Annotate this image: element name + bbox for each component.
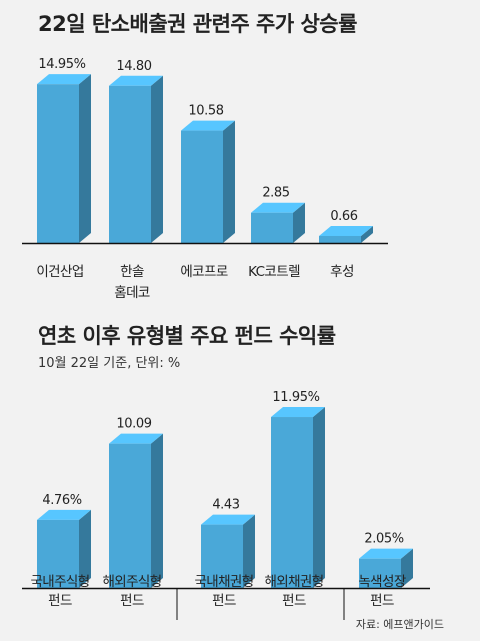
bar-top: [319, 225, 373, 236]
value-label: 4.76%: [42, 493, 81, 508]
category-label: 펀드: [282, 593, 306, 609]
bar-top: [359, 548, 413, 559]
value-label: 0.66: [330, 209, 357, 224]
value-label: 2.85: [262, 186, 289, 201]
bar: [271, 417, 313, 588]
category-label: 해외주식형: [102, 574, 161, 590]
category-label: 에코프로: [180, 264, 227, 280]
chart1-title: 22일 탄소배출권 관련주 주가 상승률: [38, 12, 357, 36]
bar-side: [223, 120, 235, 243]
category-label: 국내주식형: [30, 574, 89, 590]
bar-side: [243, 514, 255, 588]
category-label: 이건산업: [36, 264, 83, 280]
chart2-title: 연초 이후 유형별 주요 펀드 수익률: [38, 324, 336, 348]
bar: [181, 130, 223, 243]
category-label: 펀드: [212, 593, 236, 609]
bar: [109, 443, 151, 588]
bar-top: [201, 514, 255, 525]
value-label: 11.95%: [272, 390, 319, 405]
bar-top: [109, 75, 163, 86]
category-label: 펀드: [370, 593, 394, 609]
category-label: 한솔: [120, 264, 144, 280]
value-label: 14.80: [116, 59, 151, 74]
bar: [251, 212, 293, 243]
bar-side: [79, 74, 91, 243]
value-label: 10.09: [116, 417, 151, 432]
category-label: KC코트렐: [248, 264, 300, 280]
bar-top: [251, 202, 305, 213]
source-note: 자료: 에프앤가이드: [355, 618, 444, 631]
category-label: 해외채권형: [264, 574, 323, 590]
bar-top: [271, 407, 325, 418]
value-label: 14.95%: [38, 57, 85, 72]
category-label: 홈데코: [114, 285, 150, 301]
bar: [359, 558, 401, 588]
bar-top: [37, 74, 91, 85]
bar-side: [293, 202, 305, 243]
bar: [109, 85, 151, 243]
bar-side: [313, 407, 325, 588]
bar-side: [401, 548, 413, 588]
category-label: 펀드: [120, 593, 144, 609]
value-label: 4.43: [212, 498, 239, 513]
bar-top: [109, 433, 163, 444]
bar: [37, 519, 79, 588]
category-label: 녹색성장: [358, 574, 405, 590]
bar: [319, 235, 361, 243]
value-label: 2.05%: [364, 532, 403, 547]
category-label: 국내채권형: [194, 574, 253, 590]
category-label: 후성: [330, 264, 354, 280]
bar-top: [37, 509, 91, 520]
bar-side: [79, 509, 91, 588]
bar: [201, 524, 243, 588]
bar-side: [151, 433, 163, 588]
bar: [37, 84, 79, 243]
category-label: 펀드: [48, 593, 72, 609]
bar-side: [151, 75, 163, 243]
bar-top: [181, 120, 235, 131]
value-label: 10.58: [188, 104, 223, 119]
bar-side: [361, 225, 373, 243]
chart2-subtitle: 10월 22일 기준, 단위: %: [38, 356, 181, 371]
